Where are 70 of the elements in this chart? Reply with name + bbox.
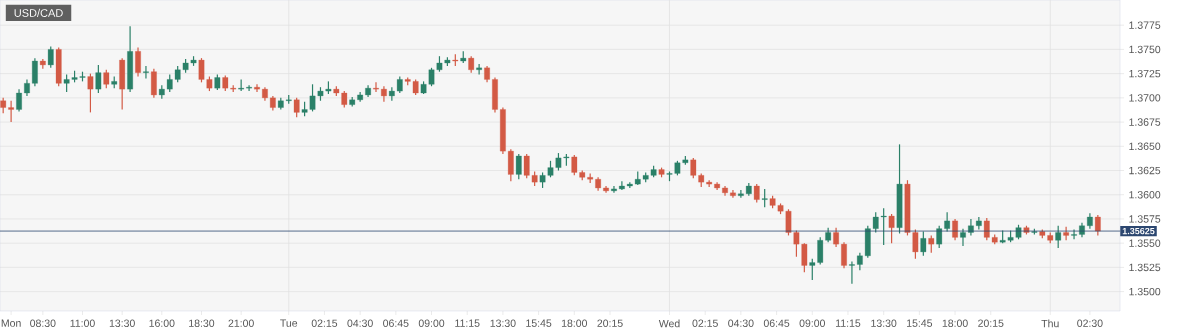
candlestick — [849, 260, 855, 285]
x-tick-label: 20:15 — [978, 319, 1004, 327]
candlestick — [603, 185, 609, 194]
x-tick-label: 15:45 — [526, 319, 552, 327]
candlestick — [888, 213, 895, 244]
y-tick-label: 1.3700 — [1129, 94, 1161, 102]
candlestick — [47, 45, 54, 69]
x-tick-label: 18:00 — [561, 319, 588, 327]
x-tick-label: 08:30 — [30, 319, 56, 327]
x-tick-label: 02:30 — [1077, 319, 1103, 327]
y-tick-label: 1.3750 — [1129, 45, 1161, 54]
candlestick — [55, 46, 62, 87]
candlestick — [896, 143, 903, 235]
x-tick-label: 18:00 — [942, 319, 968, 327]
x-tick-label: 04:30 — [347, 319, 373, 327]
x-tick-label: 06:45 — [763, 319, 790, 327]
candlestick — [515, 153, 522, 180]
y-tick-label: 1.3625 — [1129, 166, 1161, 175]
candlestick — [103, 69, 110, 89]
x-tick-label: 09:00 — [418, 319, 445, 327]
y-tick-label: 1.3725 — [1129, 69, 1161, 78]
candlestick — [761, 188, 768, 208]
y-tick-label: 1.3775 — [1129, 21, 1161, 29]
candlestick — [373, 81, 379, 93]
candlestick — [238, 78, 244, 92]
ref-line-label: 1.35625 — [1122, 227, 1155, 235]
x-tick-label: 13:30 — [490, 319, 516, 327]
candlestick — [95, 64, 102, 94]
candlestick — [753, 183, 760, 204]
x-tick-label: 02:15 — [311, 319, 338, 327]
candlestick — [143, 65, 149, 80]
x-tick-label: 11:15 — [836, 319, 861, 327]
x-tick-label: 18:30 — [189, 319, 215, 327]
y-tick-label: 1.3525 — [1129, 263, 1161, 272]
candlestick — [611, 185, 617, 194]
text: USD/CAD — [14, 8, 63, 17]
y-tick-label: 1.3550 — [1129, 239, 1161, 247]
candlestick — [87, 73, 94, 113]
x-tick-label: 20:15 — [597, 319, 623, 327]
candlestick — [119, 57, 126, 111]
candlestick — [1071, 229, 1077, 240]
y-tick-label: 1.3500 — [1129, 287, 1161, 296]
x-tick-label: 21:00 — [228, 319, 254, 327]
y-tick-label: 1.3575 — [1129, 215, 1161, 223]
candlestick — [254, 83, 260, 93]
y-tick-label: 1.3650 — [1129, 142, 1161, 151]
x-tick-label: 04:30 — [728, 319, 754, 327]
candlestick — [476, 63, 482, 76]
x-tick-label: 11:00 — [70, 319, 95, 327]
x-tick-label: 09:00 — [799, 319, 825, 327]
x-tick-label: 13:30 — [109, 319, 135, 327]
candlestick — [1055, 225, 1062, 249]
x-tick-label: Wed — [658, 319, 680, 328]
candlestick — [1094, 214, 1101, 237]
candlestick — [508, 148, 514, 182]
x-tick-label: 02:15 — [692, 319, 718, 327]
x-tick-label: Thu — [1041, 319, 1059, 328]
x-tick-label: 15:45 — [907, 319, 933, 327]
candlestick — [246, 84, 252, 92]
y-tick-label: 1.3600 — [1129, 191, 1161, 199]
candlestick — [293, 97, 300, 118]
x-tick-label: 11:15 — [455, 319, 480, 327]
y-tick-label: 1.3675 — [1129, 118, 1161, 126]
x-tick-label: 16:00 — [149, 319, 175, 327]
x-tick-label: 13:30 — [871, 319, 897, 327]
x-tick-label: Tue — [280, 319, 298, 327]
x-tick-label: 06:45 — [383, 319, 409, 327]
candlestick — [381, 85, 387, 103]
x-tick-label: Mon — [1, 319, 21, 327]
candlestick — [920, 230, 927, 257]
